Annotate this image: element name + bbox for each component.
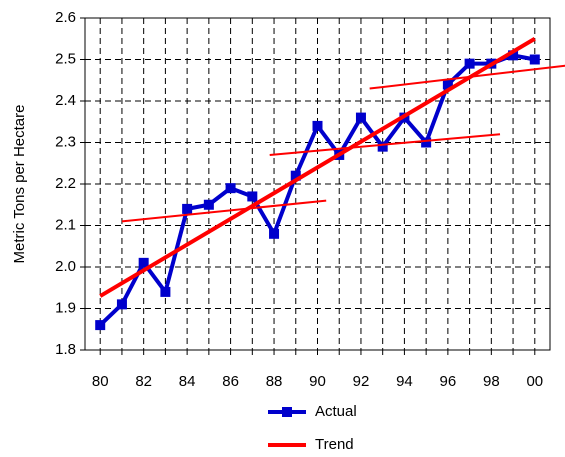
marker <box>442 79 453 90</box>
x-tick-label: 94 <box>396 373 413 390</box>
x-tick-label: 96 <box>440 373 457 390</box>
marker <box>355 112 366 123</box>
y-tick-label: 2.4 <box>55 92 76 109</box>
marker <box>312 120 323 131</box>
legend-label: Trend <box>315 436 354 453</box>
marker <box>529 54 540 65</box>
x-tick-label: 88 <box>266 373 283 390</box>
marker <box>203 199 214 210</box>
series-line <box>121 64 565 223</box>
y-tick-label: 2.2 <box>55 175 76 192</box>
y-tick-label: 1.8 <box>55 341 76 358</box>
x-tick-label: 82 <box>135 373 152 390</box>
marker <box>464 58 475 69</box>
y-tick-label: 2.3 <box>55 133 76 150</box>
marker <box>160 286 171 297</box>
x-tick-label: 92 <box>353 373 370 390</box>
marker <box>377 141 388 152</box>
legend-label: Actual <box>315 403 357 420</box>
marker <box>225 183 236 194</box>
marker <box>290 170 301 181</box>
x-tick-label: 00 <box>526 373 543 390</box>
y-axis-label: Metric Tons per Hectare <box>11 105 28 264</box>
y-tick-label: 2.1 <box>55 216 76 233</box>
legend-marker <box>282 407 292 417</box>
x-tick-label: 90 <box>309 373 326 390</box>
x-tick-label: 86 <box>222 373 239 390</box>
x-tick-label: 98 <box>483 373 500 390</box>
y-tick-label: 2.0 <box>55 258 76 275</box>
y-tick-label: 2.5 <box>55 50 76 67</box>
x-tick-label: 84 <box>179 373 196 390</box>
marker <box>116 299 127 310</box>
marker <box>138 257 149 268</box>
marker <box>95 320 106 331</box>
plot-frame <box>84 17 551 351</box>
marker <box>508 50 519 61</box>
marker <box>182 203 193 214</box>
x-tick-label: 80 <box>92 373 109 390</box>
marker <box>421 137 432 148</box>
marker <box>269 228 280 239</box>
y-tick-label: 1.9 <box>55 299 76 316</box>
series-line <box>99 37 536 298</box>
y-tick-label: 2.6 <box>55 9 76 26</box>
marker <box>247 191 258 202</box>
